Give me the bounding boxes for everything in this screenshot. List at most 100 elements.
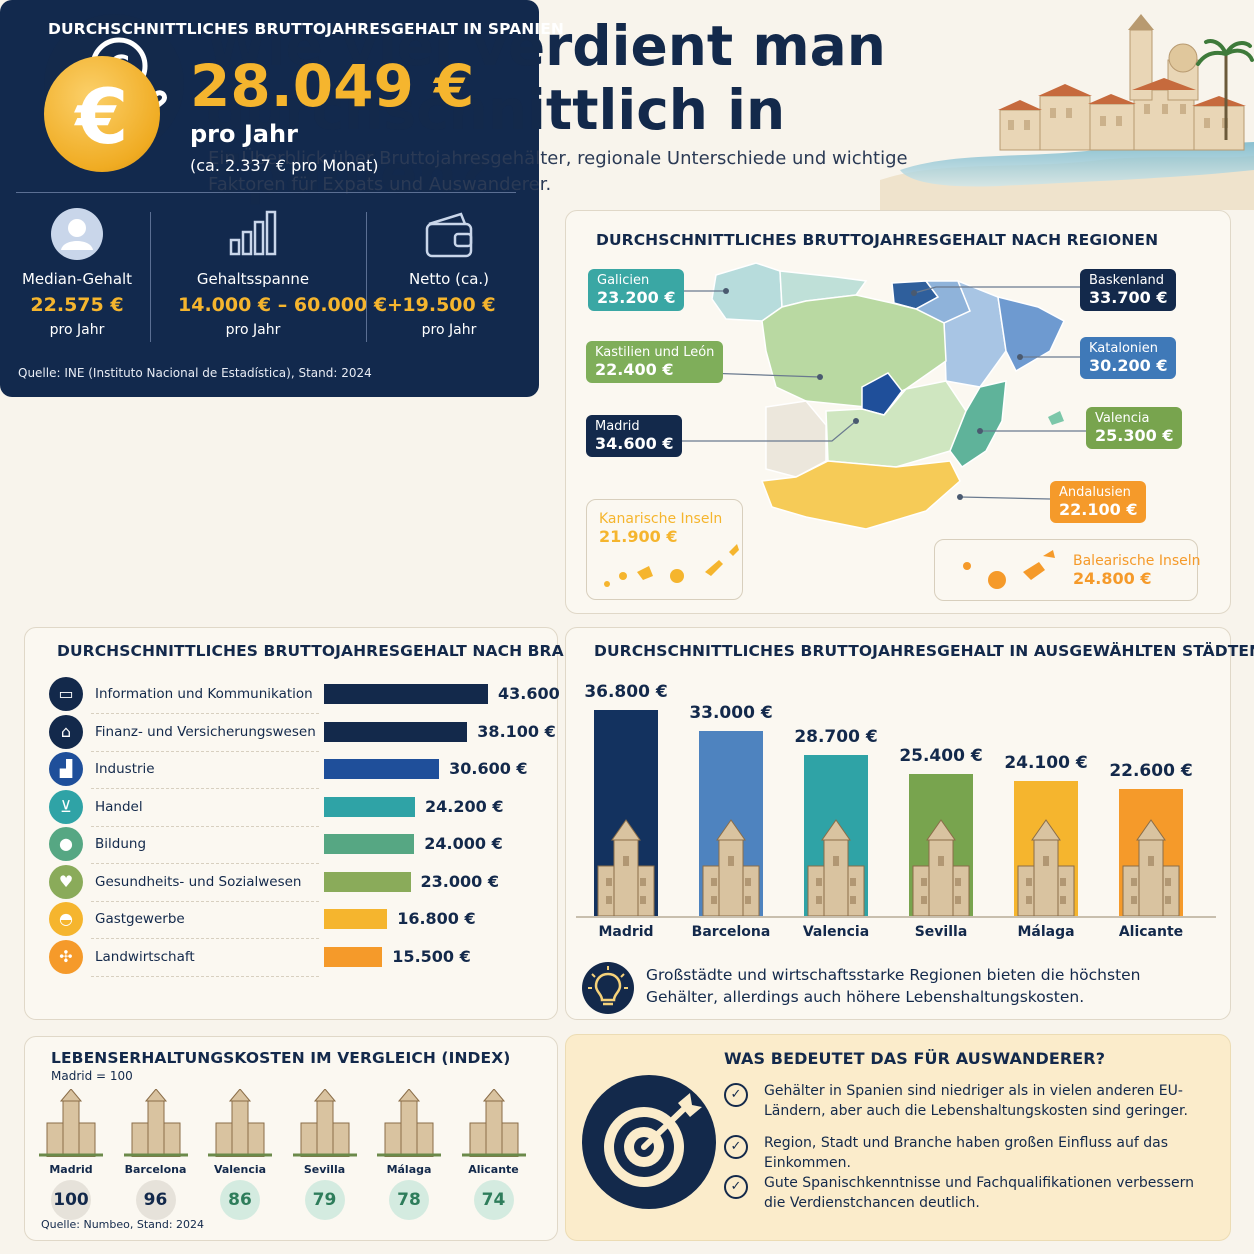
city-building-icon [31, 1088, 111, 1161]
branch-row: ⊻ Handel 24.200 € [49, 789, 549, 827]
branch-name: Gesundheits- und Sozialwesen [95, 873, 302, 890]
coastal-town-illustration [880, 14, 1254, 210]
bank-icon: ⌂ [49, 714, 83, 749]
stat-median: Median-Gehalt 22.575 € pro Jahr [2, 206, 152, 338]
region-madrid-shape [861, 372, 903, 416]
region-label-basque: Baskenland 33.700 € [1080, 269, 1177, 311]
region-catalonia-shape [997, 296, 1065, 373]
heart-icon: ♥ [49, 864, 83, 899]
balearic-islands-shapes [963, 550, 1055, 589]
row-divider [91, 900, 319, 902]
cities-note: Großstädte und wirtschaftsstarke Regione… [646, 966, 1141, 1006]
branch-value: 38.100 € [477, 721, 556, 741]
title-line-1: Wie viel verdient man [206, 14, 886, 78]
branch-bar [324, 834, 415, 854]
cost-city: Alicante 74 [454, 1088, 534, 1220]
region-valencia-shape [949, 380, 1007, 469]
branch-bar [324, 796, 416, 817]
stat-value: 22.575 € [30, 294, 124, 316]
region-value: 23.200 € [597, 288, 676, 307]
region-label-catalonia: Katalonien 30.200 € [1080, 337, 1177, 379]
region-label-castile-leon: Kastilien und León 22.400 € [586, 341, 724, 383]
opera-house-icon [794, 816, 878, 917]
city-building-icon [454, 1088, 534, 1161]
spain-map [672, 262, 1086, 530]
page-title: Wie viel verdient man durchschnittlich i… [206, 14, 966, 206]
balearic-islands-inset [934, 539, 1198, 601]
cost-city-name: Madrid [49, 1163, 93, 1176]
city-name: Málaga [1017, 924, 1075, 940]
cost-of-living-card: LEBENSERHALTUNGSKOSTEN IM VERGLEICH (IND… [24, 1036, 558, 1241]
city-building-icon [369, 1088, 449, 1161]
cost-card-title: LEBENSERHALTUNGSKOSTEN IM VERGLEICH (IND… [51, 1049, 511, 1067]
row-divider [91, 975, 319, 977]
region-name: Kastilien und León [595, 345, 715, 360]
region-label-canary: Kanarische Inseln 21.900 € [590, 507, 731, 550]
branch-row: ▟ Industrie 30.600 € [49, 751, 549, 789]
average-salary-card: DURCHSCHNITTLICHES BRUTTOJAHRESGEHALT IN… [0, 0, 564, 397]
city-name: Alicante [1118, 924, 1184, 940]
branch-name: Bildung [95, 836, 147, 852]
chart-baseline [576, 916, 1216, 918]
cost-city: Sevilla 79 [285, 1088, 365, 1220]
region-castile-leon-shape [761, 294, 947, 408]
region-value: 34.600 € [595, 434, 674, 453]
region-name: Galicien [597, 273, 650, 288]
canary-islands-inset [586, 499, 743, 600]
cart-icon: ⊻ [49, 789, 83, 824]
row-divider [91, 713, 319, 714]
branch-name: Gastgewerbe [95, 911, 185, 927]
branch-row: ✣ Landwirtschaft 15.500 € [49, 939, 549, 977]
city-value: 36.800 € [584, 682, 668, 702]
region-value: 33.700 € [1089, 288, 1168, 307]
branch-bar [324, 721, 468, 742]
region-name: Baskenland [1089, 273, 1165, 288]
branch-value: 16.800 € [397, 909, 476, 928]
check-icon: ✓ [724, 1083, 748, 1107]
city-value: 22.600 € [1109, 761, 1193, 782]
city-name: Barcelona [691, 924, 771, 940]
cost-index-badge: 96 [135, 1180, 176, 1220]
canary-islands-shapes [604, 544, 739, 587]
branch-row: ▭ Information und Kommunikation 43.600 € [49, 676, 576, 714]
average-salary-value: 28.049 € [190, 52, 475, 120]
divider [16, 192, 516, 193]
branch-bar [324, 909, 388, 929]
city-value: 28.700 € [794, 727, 878, 748]
cost-city: Málaga 78 [369, 1088, 449, 1220]
region-label-andalusia: Andalusien 22.100 € [1050, 481, 1147, 523]
source-note: Quelle: Numbeo, Stand: 2024 [41, 1218, 205, 1231]
city-value: 25.400 € [899, 745, 983, 766]
stat-value: 14.000 € – 60.000 €+ [178, 294, 403, 316]
region-name: Kanarische Inseln [599, 511, 723, 527]
branch-name: Landwirtschaft [95, 948, 195, 965]
regions-card-title: DURCHSCHNITTLICHES BRUTTOJAHRESGEHALT NA… [596, 231, 1159, 249]
emigrants-point-text: Gehälter in Spanien sind niedriger als i… [764, 1083, 1188, 1119]
region-galicia-shape [711, 262, 783, 322]
branch-bar [324, 759, 440, 779]
branch-value: 23.000 € [420, 871, 499, 891]
monitor-icon: ▭ [49, 677, 83, 711]
city-name: Madrid [598, 924, 654, 940]
city-building-icon [116, 1088, 196, 1161]
cost-city-name: Alicante [468, 1163, 519, 1176]
factory-icon: ▟ [49, 752, 83, 786]
stat-range: Gehaltsspanne 14.000 € – 60.000 €+ pro J… [178, 206, 403, 338]
branch-name: Finanz- und Versicherungswesen [95, 723, 316, 740]
row-divider [91, 863, 319, 864]
student-icon: ● [49, 827, 83, 861]
city-value: 24.100 € [1004, 753, 1088, 774]
cost-index-badge: 78 [389, 1180, 429, 1220]
cost-city-name: Sevilla [303, 1163, 346, 1176]
coin-symbol: € [75, 72, 129, 161]
branch-bar [324, 684, 488, 704]
region-label-madrid: Madrid 34.600 € [586, 415, 683, 457]
row-divider [91, 750, 319, 752]
region-name: Andalusien [1059, 485, 1131, 500]
city-building-icon [285, 1088, 365, 1161]
check-icon: ✓ [724, 1135, 748, 1159]
region-name: Balearische Inseln [1073, 553, 1201, 569]
emigrants-card: WAS BEDEUTET DAS FÜR AUSWANDERER? ✓ Gehäl… [565, 1034, 1231, 1241]
skyscraper-icon [584, 816, 668, 917]
average-salary-unit: pro Jahr [190, 120, 298, 148]
